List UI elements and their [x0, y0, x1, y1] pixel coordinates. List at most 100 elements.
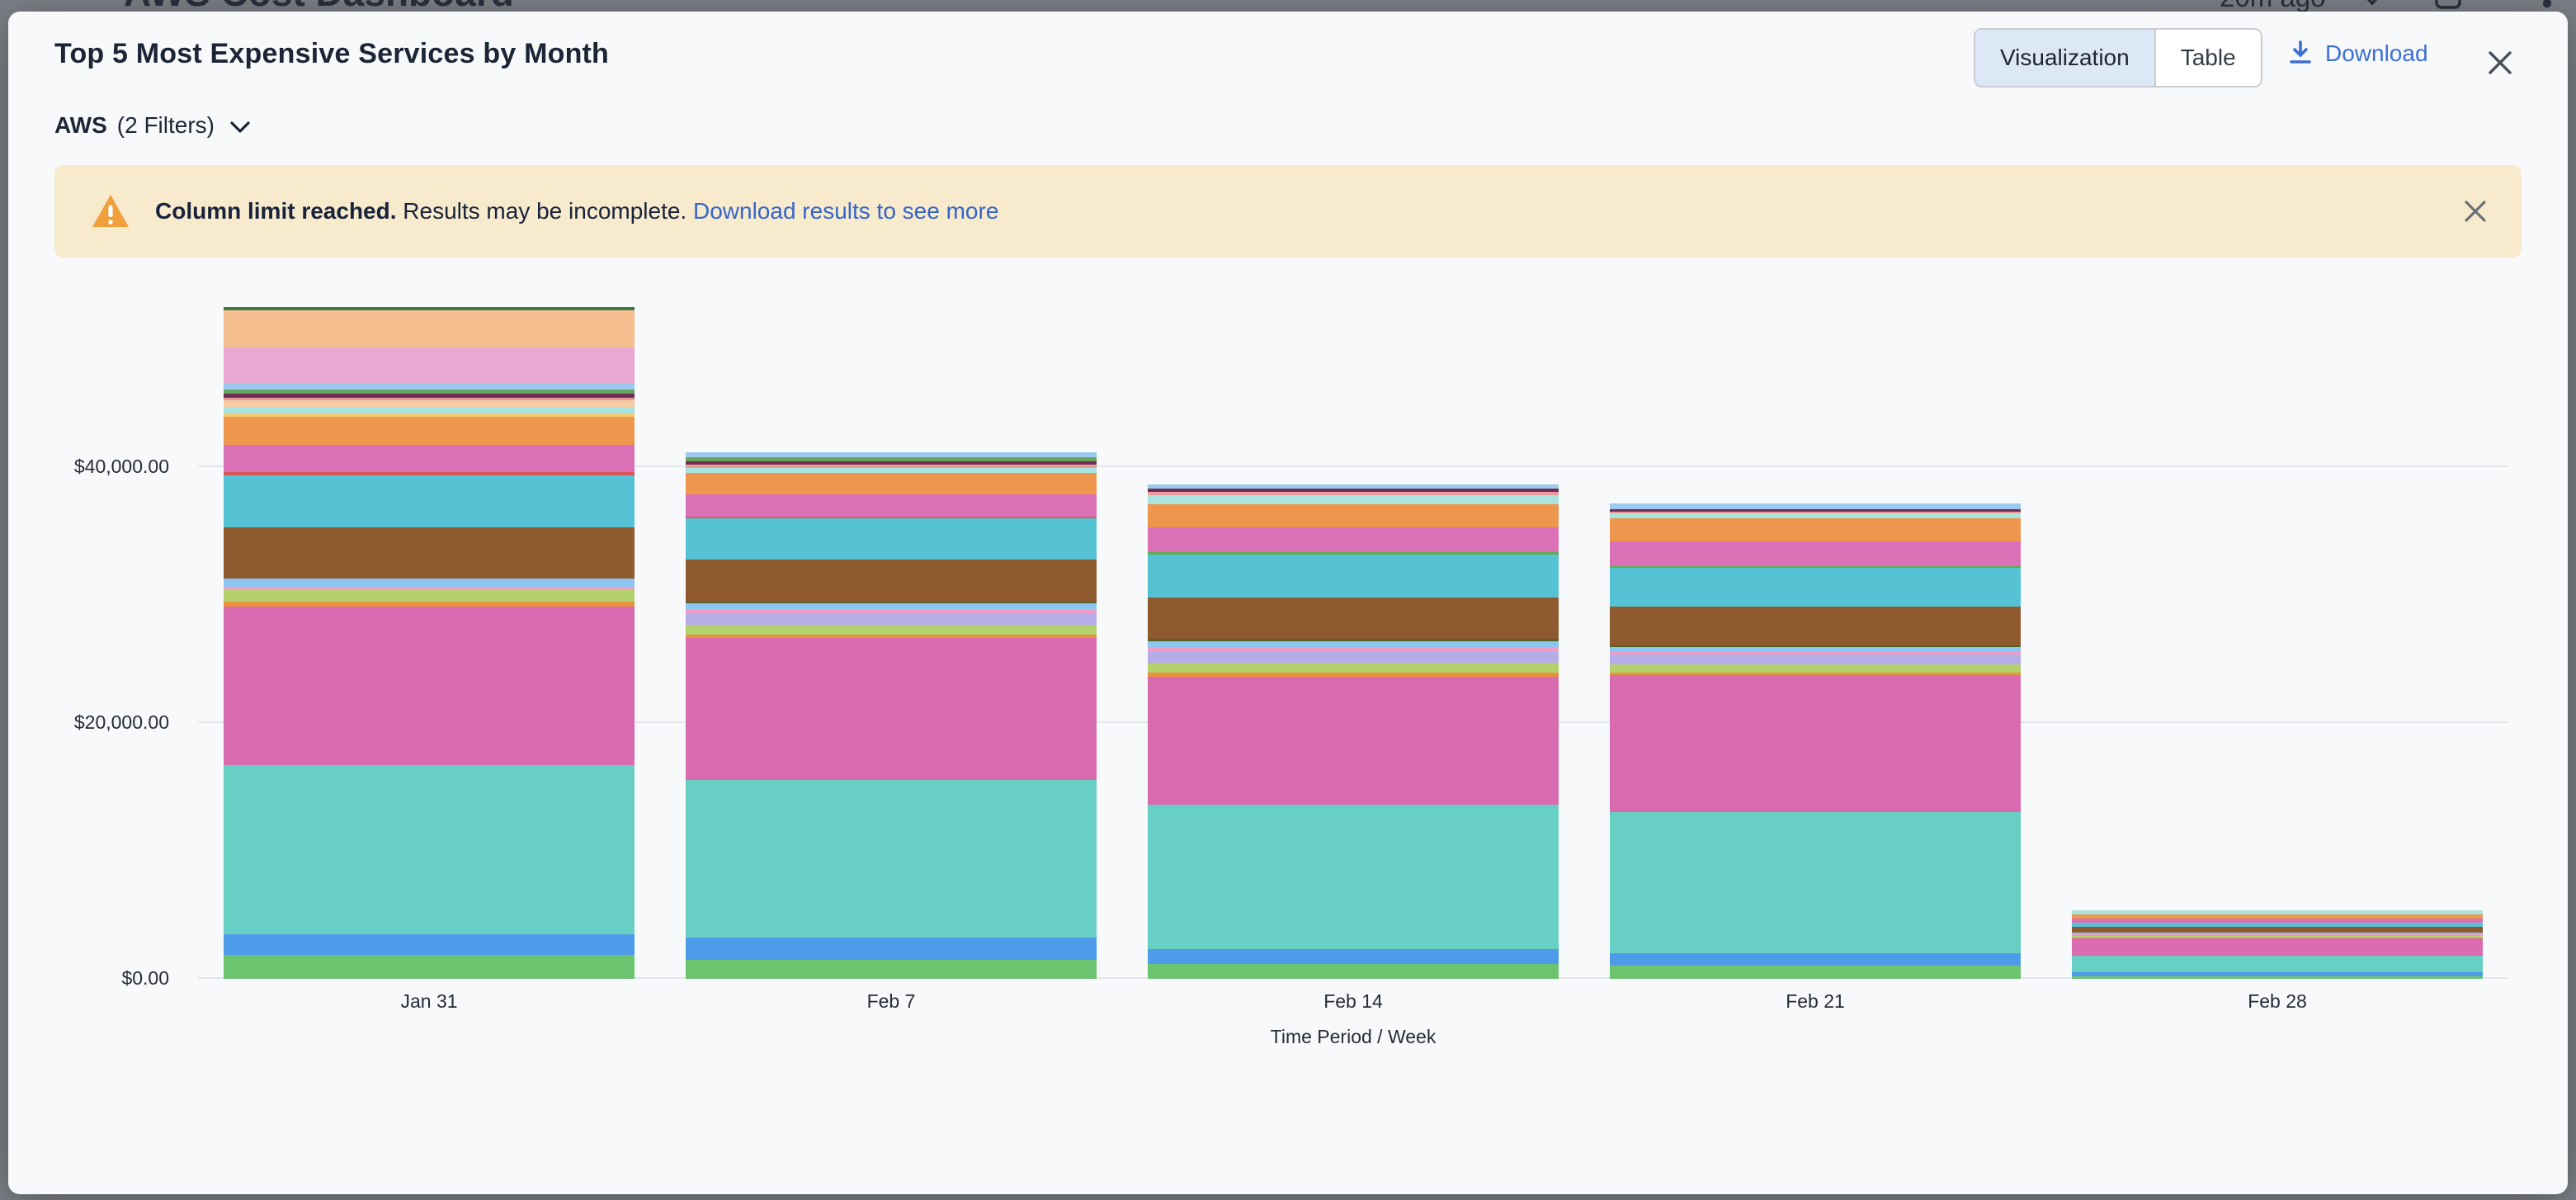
bar-segment-orange[interactable] [1609, 518, 2022, 541]
bar-segment-green-line[interactable] [1609, 565, 2022, 568]
bar-segment-blue[interactable] [685, 937, 1097, 960]
bar-segment-yellow-green[interactable] [685, 624, 1097, 635]
bar-segment-peach-line[interactable] [223, 399, 635, 407]
tab-table[interactable]: Table [2155, 30, 2261, 86]
bar-segment-green[interactable] [685, 959, 1097, 979]
bar-segment-olive-line[interactable] [1147, 638, 1559, 641]
stacked-bar-jan-31[interactable] [223, 307, 635, 979]
bar-segment-blue[interactable] [1147, 949, 1559, 965]
filter-dropdown[interactable]: AWS (2 Filters) [54, 112, 251, 139]
bar-segment-plum[interactable] [223, 347, 635, 384]
stacked-bar-feb-7[interactable] [685, 451, 1097, 979]
bar-segment-magenta[interactable] [1609, 674, 2022, 813]
bar-segment-teal[interactable] [1147, 804, 1559, 950]
bar-segment-yellow-green[interactable] [2071, 936, 2484, 938]
bar-segment-pale-turquoise[interactable] [685, 467, 1097, 473]
bar-segment-magenta[interactable] [685, 637, 1097, 780]
bar-segment-blue[interactable] [2071, 971, 2484, 976]
bar-segment-pale-turquoise[interactable] [2071, 910, 2484, 915]
bar-segment-olive-line[interactable] [685, 601, 1097, 603]
bar-segment-magenta[interactable] [1147, 676, 1559, 805]
bar-segment-sky-blue-2[interactable] [1147, 484, 1559, 489]
bar-segment-teal[interactable] [2071, 955, 2484, 972]
bar-segment-salmon-line[interactable] [685, 464, 1097, 468]
bar-segment-gold-line[interactable] [223, 413, 635, 417]
bar-segment-magenta[interactable] [2071, 938, 2484, 956]
bar-segment-sky-blue[interactable] [1609, 646, 2022, 651]
bar-segment-magenta-2[interactable] [685, 494, 1097, 517]
bar-segment-pink-line[interactable] [2071, 934, 2484, 936]
bar-segment-red-line[interactable] [223, 471, 635, 475]
bar-segment-sky-blue[interactable] [223, 579, 635, 588]
bar-segment-pink-line[interactable] [1147, 647, 1559, 652]
bar-segment-lavender[interactable] [2071, 935, 2484, 937]
bar-segment-sky-blue-2[interactable] [223, 383, 635, 390]
bar-segment-magenta-2[interactable] [2071, 919, 2484, 924]
stacked-bar-feb-28[interactable] [2071, 910, 2484, 979]
bar-segment-dark-green-top[interactable] [223, 307, 635, 311]
bar-segment-blue[interactable] [223, 933, 635, 955]
bar-segment-orange-line[interactable] [1609, 672, 2022, 675]
bar-segment-maroon-line[interactable] [223, 393, 635, 398]
close-icon[interactable] [2482, 45, 2518, 81]
bar-segment-orange[interactable] [685, 472, 1097, 494]
bar-segment-orange[interactable] [223, 416, 635, 445]
bar-segment-muted-green[interactable] [685, 456, 1097, 461]
stacked-bar-feb-14[interactable] [1147, 484, 1559, 979]
tab-visualization[interactable]: Visualization [1975, 30, 2156, 86]
bar-segment-green[interactable] [223, 954, 635, 979]
bar-segment-sky-blue[interactable] [2071, 932, 2484, 935]
bar-segment-yellow-green[interactable] [1147, 662, 1559, 673]
bar-segment-orange[interactable] [2071, 914, 2484, 919]
bar-segment-orange-line[interactable] [223, 602, 635, 607]
bar-segment-peach[interactable] [223, 310, 635, 347]
banner-close-icon[interactable] [2457, 193, 2493, 229]
bar-segment-green[interactable] [1147, 964, 1559, 979]
bar-segment-teal[interactable] [685, 779, 1097, 938]
bar-segment-pale-turquoise[interactable] [223, 406, 635, 413]
bar-segment-maroon-line[interactable] [1609, 509, 2022, 513]
bar-segment-magenta[interactable] [223, 607, 635, 766]
stacked-bar-feb-21[interactable] [1609, 503, 2022, 979]
bar-segment-salmon-line[interactable] [1609, 512, 2022, 514]
bar-segment-yellow-green[interactable] [223, 590, 635, 602]
bar-segment-cyan[interactable] [685, 518, 1097, 560]
bar-segment-orange-line[interactable] [1147, 672, 1559, 677]
bar-segment-teal[interactable] [1609, 812, 2022, 953]
bar-segment-yellow-green[interactable] [1609, 664, 2022, 673]
bar-segment-cyan[interactable] [1609, 567, 2022, 607]
bar-segment-salmon-line[interactable] [223, 397, 635, 400]
bar-segment-brown[interactable] [1147, 597, 1559, 639]
bar-segment-teal[interactable] [223, 765, 635, 934]
bar-segment-magenta-2[interactable] [1609, 541, 2022, 566]
bar-segment-maroon-line[interactable] [685, 461, 1097, 465]
bar-segment-brown[interactable] [1609, 606, 2022, 645]
bar-segment-brown[interactable] [2071, 927, 2484, 933]
bar-segment-magenta-2[interactable] [1147, 527, 1559, 552]
bar-segment-sky-blue[interactable] [1147, 640, 1559, 648]
bar-segment-cyan[interactable] [1147, 554, 1559, 598]
bar-segment-sky-blue-2[interactable] [685, 451, 1097, 457]
bar-segment-blue[interactable] [1609, 952, 2022, 966]
bar-segment-magenta-2[interactable] [223, 444, 635, 472]
bar-segment-cyan[interactable] [2071, 923, 2484, 928]
bar-segment-brown[interactable] [223, 527, 635, 579]
bar-segment-green[interactable] [2071, 976, 2484, 979]
bar-segment-orange[interactable] [1147, 503, 1559, 527]
bar-segment-lavender[interactable] [685, 612, 1097, 625]
bar-segment-salmon-line[interactable] [1147, 491, 1559, 495]
bar-segment-lavender[interactable] [1147, 651, 1559, 663]
bar-segment-green[interactable] [1609, 965, 2022, 979]
bar-segment-green-line[interactable] [1147, 551, 1559, 555]
bar-segment-muted-green[interactable] [223, 389, 635, 394]
bar-segment-pink-line[interactable] [685, 609, 1097, 613]
bar-segment-red-line[interactable] [685, 517, 1097, 519]
bar-segment-maroon-line[interactable] [1147, 488, 1559, 492]
bar-segment-pink-line[interactable] [223, 587, 635, 591]
bar-segment-lavender[interactable] [1609, 654, 2022, 664]
banner-download-link[interactable]: Download results to see more [693, 198, 999, 224]
download-button[interactable]: Download [2287, 40, 2428, 68]
bar-segment-pink-line[interactable] [1609, 650, 2022, 654]
bar-segment-sky-blue-2[interactable] [1609, 503, 2022, 510]
bar-segment-pale-turquoise[interactable] [1609, 513, 2022, 519]
